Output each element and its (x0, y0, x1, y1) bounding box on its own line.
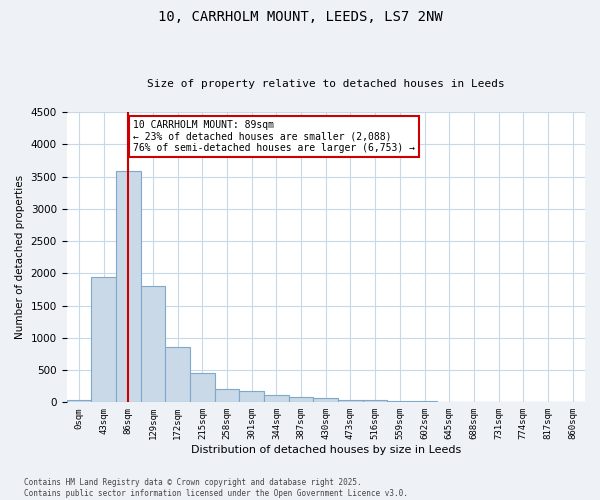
Title: Size of property relative to detached houses in Leeds: Size of property relative to detached ho… (147, 79, 505, 89)
Bar (91, 276, 116, 402)
X-axis label: Distribution of detached houses by size in Leeds: Distribution of detached houses by size … (191, 445, 461, 455)
Bar (388, 401, 412, 402)
Text: 10 CARRHOLM MOUNT: 89sqm
← 23% of detached houses are smaller (2,088)
76% of sem: 10 CARRHOLM MOUNT: 89sqm ← 23% of detach… (133, 120, 415, 153)
Bar (338, 400, 363, 402)
Bar (165, 348, 190, 403)
Y-axis label: Number of detached properties: Number of detached properties (15, 175, 25, 339)
Bar (313, 398, 338, 402)
Bar (363, 400, 388, 402)
Bar (67, 400, 91, 402)
Bar (215, 390, 239, 402)
Bar (190, 374, 215, 402)
Bar (289, 398, 313, 402)
Text: 10, CARRHOLM MOUNT, LEEDS, LS7 2NW: 10, CARRHOLM MOUNT, LEEDS, LS7 2NW (158, 10, 442, 24)
Bar (264, 395, 289, 402)
Text: Contains HM Land Registry data © Crown copyright and database right 2025.
Contai: Contains HM Land Registry data © Crown c… (24, 478, 408, 498)
Bar (140, 286, 165, 403)
Bar (116, 172, 140, 402)
Bar (239, 392, 264, 402)
